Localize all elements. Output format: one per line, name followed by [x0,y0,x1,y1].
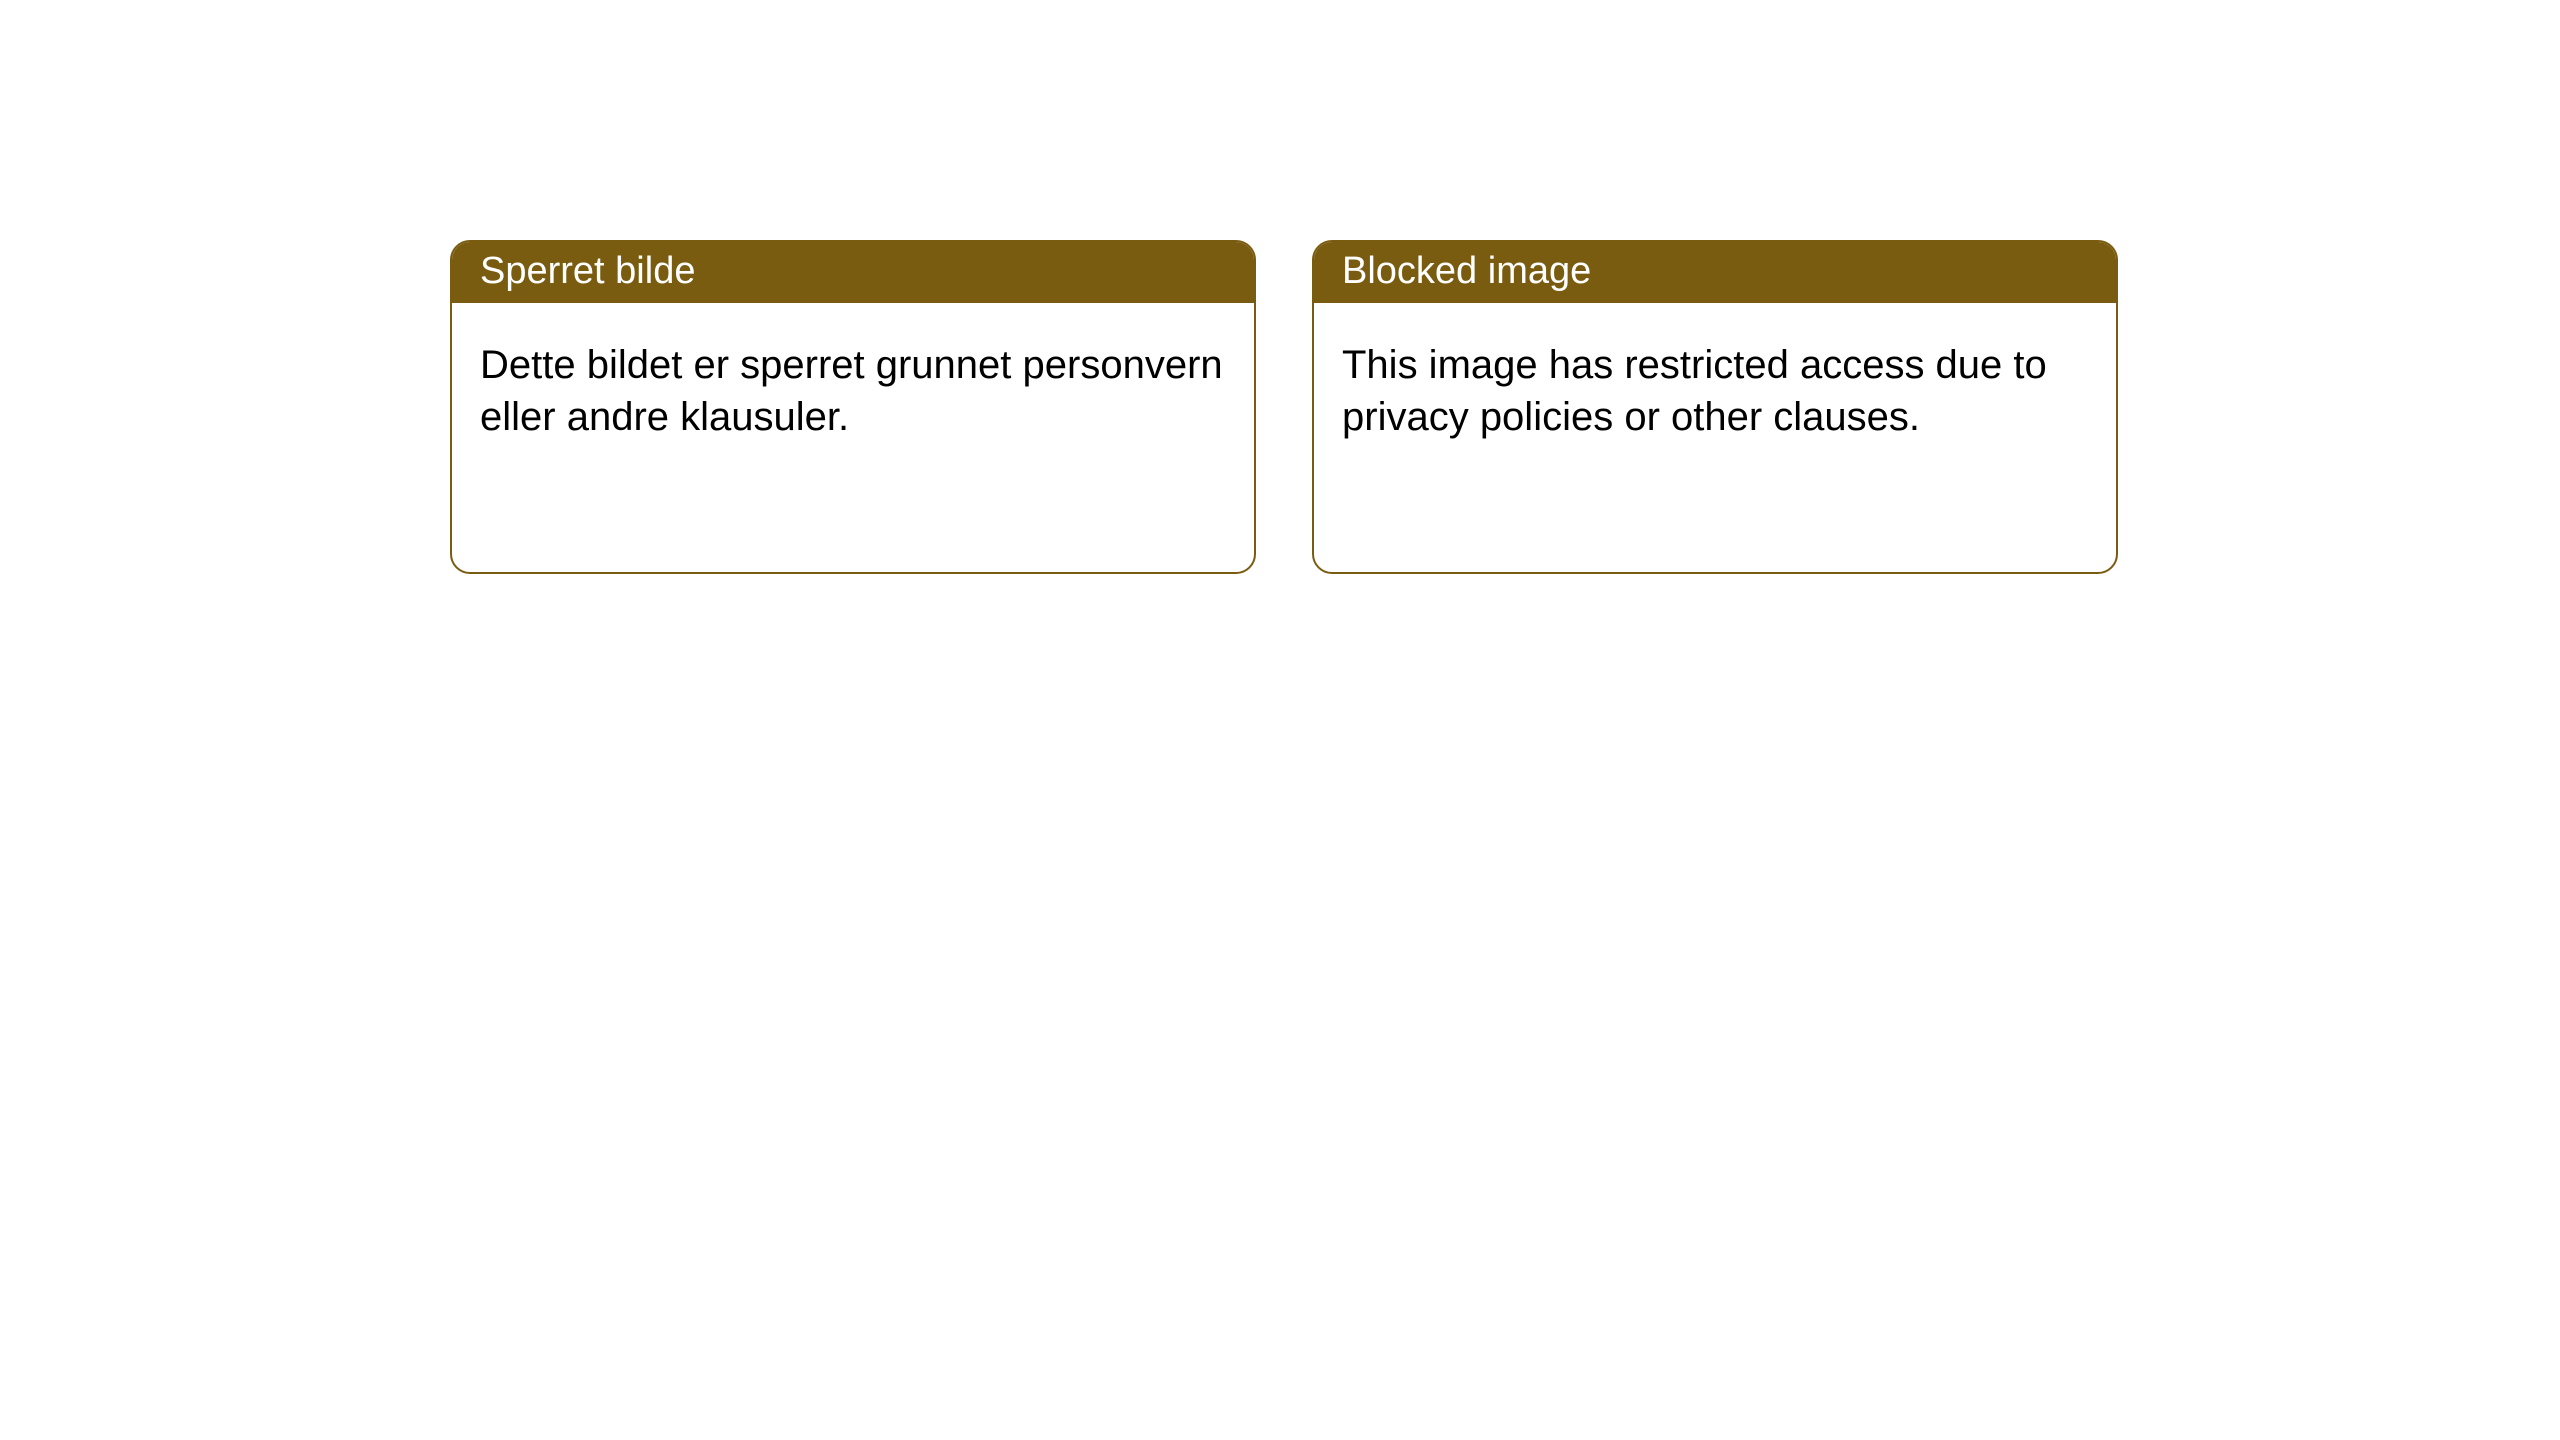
card-body-text: Dette bildet er sperret grunnet personve… [480,343,1223,439]
card-body-text: This image has restricted access due to … [1342,343,2047,439]
card-header: Sperret bilde [452,242,1254,303]
card-body: This image has restricted access due to … [1314,303,2116,463]
card-header: Blocked image [1314,242,2116,303]
card-body: Dette bildet er sperret grunnet personve… [452,303,1254,463]
card-title: Sperret bilde [480,250,695,292]
card-title: Blocked image [1342,250,1591,292]
notice-card-english: Blocked image This image has restricted … [1312,240,2118,574]
notice-container: Sperret bilde Dette bildet er sperret gr… [0,0,2560,574]
notice-card-norwegian: Sperret bilde Dette bildet er sperret gr… [450,240,1256,574]
